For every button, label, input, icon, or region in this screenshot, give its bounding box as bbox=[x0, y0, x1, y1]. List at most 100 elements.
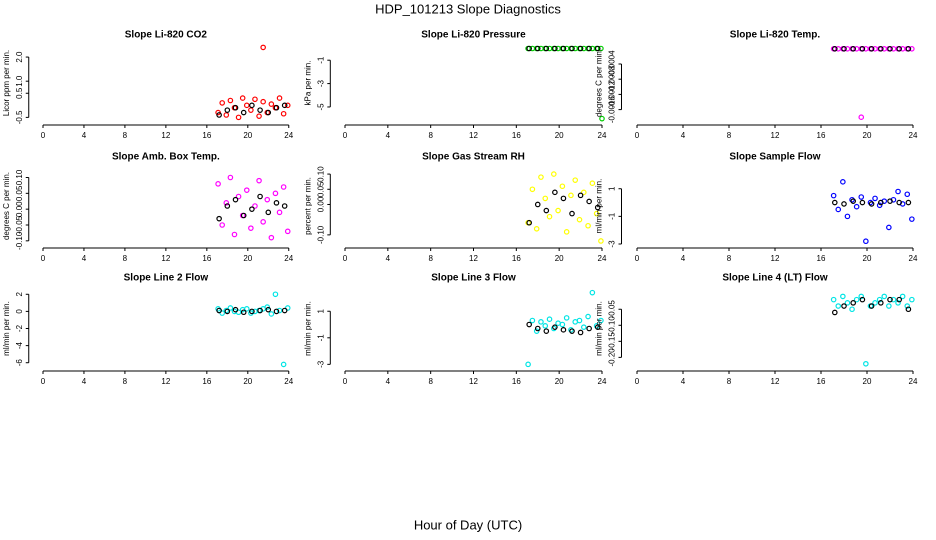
point bbox=[577, 329, 584, 336]
point bbox=[232, 196, 239, 203]
point bbox=[543, 207, 550, 214]
point bbox=[223, 112, 230, 118]
point bbox=[563, 315, 570, 321]
x-tick-label: 0 bbox=[635, 377, 640, 386]
point bbox=[853, 296, 860, 303]
x-tick-label: 0 bbox=[343, 377, 348, 386]
point bbox=[905, 45, 912, 52]
x-tick-label: 16 bbox=[202, 377, 211, 386]
x-tick-label: 8 bbox=[727, 131, 732, 140]
y-axis-label: Licor ppm per min. bbox=[2, 50, 11, 116]
point bbox=[249, 102, 255, 109]
point bbox=[904, 191, 911, 198]
point bbox=[569, 328, 575, 334]
x-tick-label: 16 bbox=[512, 254, 521, 263]
point bbox=[526, 321, 532, 328]
point bbox=[280, 184, 287, 190]
x-tick-label: 24 bbox=[284, 254, 293, 263]
point bbox=[896, 296, 903, 303]
x-tick-label: 24 bbox=[598, 131, 607, 140]
point bbox=[249, 308, 255, 315]
x-tick-label: 16 bbox=[512, 377, 521, 386]
x-tick-label: 4 bbox=[82, 254, 87, 263]
y-tick-label: -0.0008 bbox=[608, 65, 617, 93]
x-tick-label: 20 bbox=[243, 131, 252, 140]
x-tick-label: 12 bbox=[161, 131, 170, 140]
point bbox=[281, 102, 288, 109]
y-tick-label: -0.10 bbox=[608, 316, 617, 335]
point bbox=[585, 222, 591, 229]
y-tick-label: -0.10 bbox=[316, 225, 325, 244]
point bbox=[248, 225, 254, 231]
x-tick-label: 8 bbox=[428, 377, 433, 386]
x-tick-label: 12 bbox=[469, 131, 478, 140]
point bbox=[224, 203, 231, 209]
point bbox=[268, 101, 275, 107]
point bbox=[589, 289, 596, 296]
point bbox=[576, 216, 583, 223]
y-tick-label: 1.0 bbox=[15, 75, 24, 87]
point bbox=[877, 300, 884, 306]
y-tick-label: -3 bbox=[316, 79, 325, 87]
point bbox=[831, 309, 838, 316]
point bbox=[577, 192, 584, 199]
y-tick-label: -0.5 bbox=[15, 110, 24, 124]
y-tick-label: 1 bbox=[316, 308, 325, 313]
point bbox=[853, 203, 860, 210]
point bbox=[572, 177, 579, 183]
x-tick-label: 24 bbox=[284, 131, 293, 140]
point bbox=[594, 204, 601, 211]
y-tick-label: -0.0004 bbox=[608, 50, 617, 78]
point bbox=[224, 107, 231, 113]
point bbox=[594, 45, 601, 52]
point bbox=[563, 229, 570, 235]
y-axis-label: kPa per min. bbox=[303, 61, 312, 106]
point bbox=[896, 199, 903, 206]
y-axis-label: degrees C per min. bbox=[595, 49, 604, 117]
point bbox=[896, 45, 903, 52]
x-tick-label: 8 bbox=[123, 377, 128, 386]
point bbox=[276, 307, 283, 314]
point bbox=[546, 316, 553, 323]
point bbox=[216, 307, 222, 314]
point bbox=[850, 45, 857, 52]
panel-title: Slope Li-820 Temp. bbox=[730, 30, 821, 41]
point bbox=[224, 308, 231, 315]
y-tick-label: 0.00 bbox=[316, 196, 325, 212]
point bbox=[265, 306, 272, 313]
point bbox=[886, 303, 892, 309]
point bbox=[281, 203, 288, 209]
x-tick-label: 0 bbox=[41, 377, 46, 386]
y-tick-label: 0.05 bbox=[15, 185, 24, 201]
point bbox=[569, 210, 575, 217]
point bbox=[529, 186, 536, 193]
point bbox=[872, 195, 878, 202]
point bbox=[598, 317, 604, 324]
point bbox=[844, 213, 851, 220]
point bbox=[593, 210, 600, 217]
point bbox=[909, 45, 915, 52]
y-axis-label: degrees C per min. bbox=[2, 172, 11, 240]
y-axis-label: ml/min per min. bbox=[595, 301, 604, 356]
point bbox=[243, 102, 250, 109]
x-tick-label: 24 bbox=[909, 254, 918, 263]
y-tick-label: -0.0016 bbox=[608, 95, 617, 123]
point bbox=[231, 231, 238, 238]
point bbox=[887, 45, 893, 52]
point bbox=[877, 45, 884, 52]
point bbox=[526, 219, 532, 226]
point bbox=[533, 328, 540, 334]
point bbox=[542, 323, 549, 329]
point bbox=[890, 296, 897, 303]
point bbox=[599, 115, 605, 122]
x-tick-label: 24 bbox=[909, 131, 918, 140]
point bbox=[256, 113, 262, 119]
point bbox=[909, 296, 915, 303]
point bbox=[835, 206, 842, 213]
x-tick-label: 4 bbox=[681, 377, 686, 386]
panel-title: Slope Li-820 CO2 bbox=[125, 30, 208, 41]
point bbox=[276, 209, 283, 216]
point bbox=[232, 104, 239, 111]
point bbox=[560, 327, 567, 333]
